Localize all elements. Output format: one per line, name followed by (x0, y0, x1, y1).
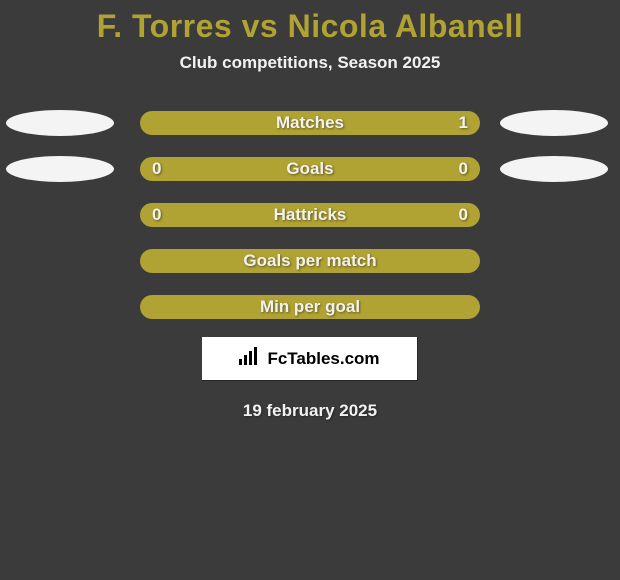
stat-label: Min per goal (260, 297, 360, 317)
stat-bar: 0 Goals 0 (140, 157, 480, 181)
page-title: F. Torres vs Nicola Albanell (0, 0, 620, 45)
stat-rows: Matches 1 0 Goals 0 0 Hattricks 0 (0, 111, 620, 319)
stat-row: 0 Goals 0 (0, 157, 620, 181)
stat-right-value: 0 (459, 205, 468, 225)
ellipse-left (6, 110, 114, 136)
stat-bar: Goals per match (140, 249, 480, 273)
attribution-text: FcTables.com (267, 349, 379, 369)
stat-bar: 0 Hattricks 0 (140, 203, 480, 227)
stat-row: Goals per match (0, 249, 620, 273)
ellipse-right (500, 110, 608, 136)
ellipse-right (500, 156, 608, 182)
stat-label: Goals (286, 159, 333, 179)
date-text: 19 february 2025 (0, 401, 620, 421)
stat-row: Min per goal (0, 295, 620, 319)
stat-label: Matches (276, 113, 344, 133)
stat-label: Goals per match (243, 251, 376, 271)
ellipse-left (6, 156, 114, 182)
attribution-box: FcTables.com (202, 337, 418, 381)
chart-bars-icon (239, 347, 261, 370)
stat-label: Hattricks (274, 205, 347, 225)
stat-right-value: 0 (459, 159, 468, 179)
stat-bar: Min per goal (140, 295, 480, 319)
stat-right-value: 1 (459, 113, 468, 133)
stat-row: 0 Hattricks 0 (0, 203, 620, 227)
comparison-infographic: F. Torres vs Nicola Albanell Club compet… (0, 0, 620, 580)
page-subtitle: Club competitions, Season 2025 (0, 53, 620, 73)
stat-left-value: 0 (152, 159, 161, 179)
stat-bar: Matches 1 (140, 111, 480, 135)
stat-left-value: 0 (152, 205, 161, 225)
stat-row: Matches 1 (0, 111, 620, 135)
